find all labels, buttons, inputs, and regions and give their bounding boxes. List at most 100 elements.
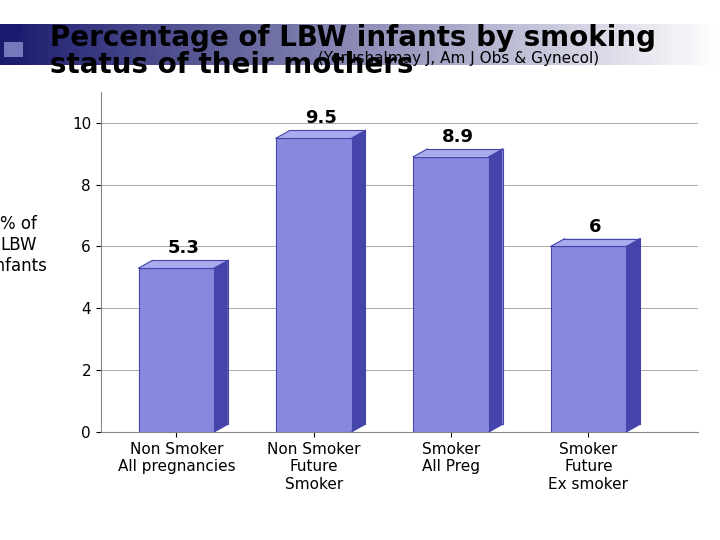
Bar <box>360 24 362 65</box>
Bar <box>665 24 667 65</box>
Bar <box>117 24 120 65</box>
Bar <box>427 24 430 65</box>
Polygon shape <box>489 149 503 432</box>
Bar <box>307 24 310 65</box>
Bar <box>571 24 574 65</box>
Bar <box>27 24 29 65</box>
Bar <box>151 24 153 65</box>
Bar <box>643 24 646 65</box>
Bar <box>610 24 612 65</box>
Bar <box>562 24 564 65</box>
Bar <box>315 24 317 65</box>
Bar <box>233 24 235 65</box>
Bar <box>423 24 425 65</box>
Bar <box>677 24 679 65</box>
Bar <box>391 24 394 65</box>
Bar <box>243 24 245 65</box>
Bar <box>403 24 405 65</box>
Bar <box>567 24 569 65</box>
Bar <box>660 24 662 65</box>
Bar <box>454 24 456 65</box>
Bar <box>65 24 67 65</box>
Bar <box>526 24 528 65</box>
Bar <box>223 24 225 65</box>
Bar <box>290 24 293 65</box>
Bar <box>99 24 101 65</box>
Bar <box>125 24 127 65</box>
Bar <box>333 24 336 65</box>
Bar <box>675 24 677 65</box>
Bar <box>185 24 187 65</box>
Bar <box>569 24 571 65</box>
Bar <box>173 24 175 65</box>
Bar <box>317 24 319 65</box>
Bar <box>497 24 499 65</box>
Bar <box>605 24 607 65</box>
Bar <box>362 24 365 65</box>
Bar <box>341 24 343 65</box>
Bar <box>461 24 463 65</box>
Bar <box>439 24 441 65</box>
Bar <box>607 24 610 65</box>
Bar <box>346 24 348 65</box>
Bar <box>523 24 526 65</box>
Bar <box>254 24 257 65</box>
Bar <box>502 24 504 65</box>
Bar <box>504 24 506 65</box>
Bar <box>14 24 17 65</box>
Bar <box>168 24 171 65</box>
Bar <box>574 24 576 65</box>
Bar <box>235 24 238 65</box>
Bar <box>189 24 192 65</box>
Text: Percentage of LBW infants by smoking: Percentage of LBW infants by smoking <box>50 24 657 52</box>
Bar <box>142 24 144 65</box>
Bar <box>74 24 77 65</box>
Bar <box>106 24 108 65</box>
Bar <box>353 24 355 65</box>
Bar <box>214 24 216 65</box>
Bar <box>96 24 99 65</box>
Bar <box>221 24 223 65</box>
Bar <box>329 24 331 65</box>
Bar <box>12 24 14 65</box>
Bar <box>351 24 353 65</box>
Bar <box>286 24 288 65</box>
Bar <box>711 24 713 65</box>
Bar <box>521 24 523 65</box>
Bar <box>533 24 535 65</box>
Polygon shape <box>276 131 365 138</box>
Bar <box>581 24 583 65</box>
Bar <box>45 24 48 65</box>
Bar <box>271 24 274 65</box>
Bar <box>701 24 703 65</box>
Bar <box>7 24 9 65</box>
Bar <box>252 24 254 65</box>
Bar <box>538 24 540 65</box>
Bar <box>81 24 84 65</box>
Bar <box>288 24 290 65</box>
Bar <box>120 24 122 65</box>
Bar <box>343 24 346 65</box>
Bar <box>295 24 297 65</box>
Bar <box>405 24 408 65</box>
Bar <box>300 24 302 65</box>
Bar <box>557 24 559 65</box>
Bar <box>336 24 338 65</box>
Bar <box>312 24 315 65</box>
Bar <box>459 24 461 65</box>
Bar <box>693 24 696 65</box>
Bar <box>682 24 684 65</box>
Bar <box>593 24 595 65</box>
Bar <box>94 24 96 65</box>
Bar <box>477 24 480 65</box>
Bar <box>247 24 250 65</box>
Bar <box>161 24 163 65</box>
Bar <box>590 24 593 65</box>
Bar <box>209 24 211 65</box>
Bar <box>542 24 545 65</box>
Bar <box>621 24 624 65</box>
Bar <box>55 24 58 65</box>
Bar <box>79 24 81 65</box>
Bar <box>487 24 490 65</box>
Bar <box>509 24 511 65</box>
